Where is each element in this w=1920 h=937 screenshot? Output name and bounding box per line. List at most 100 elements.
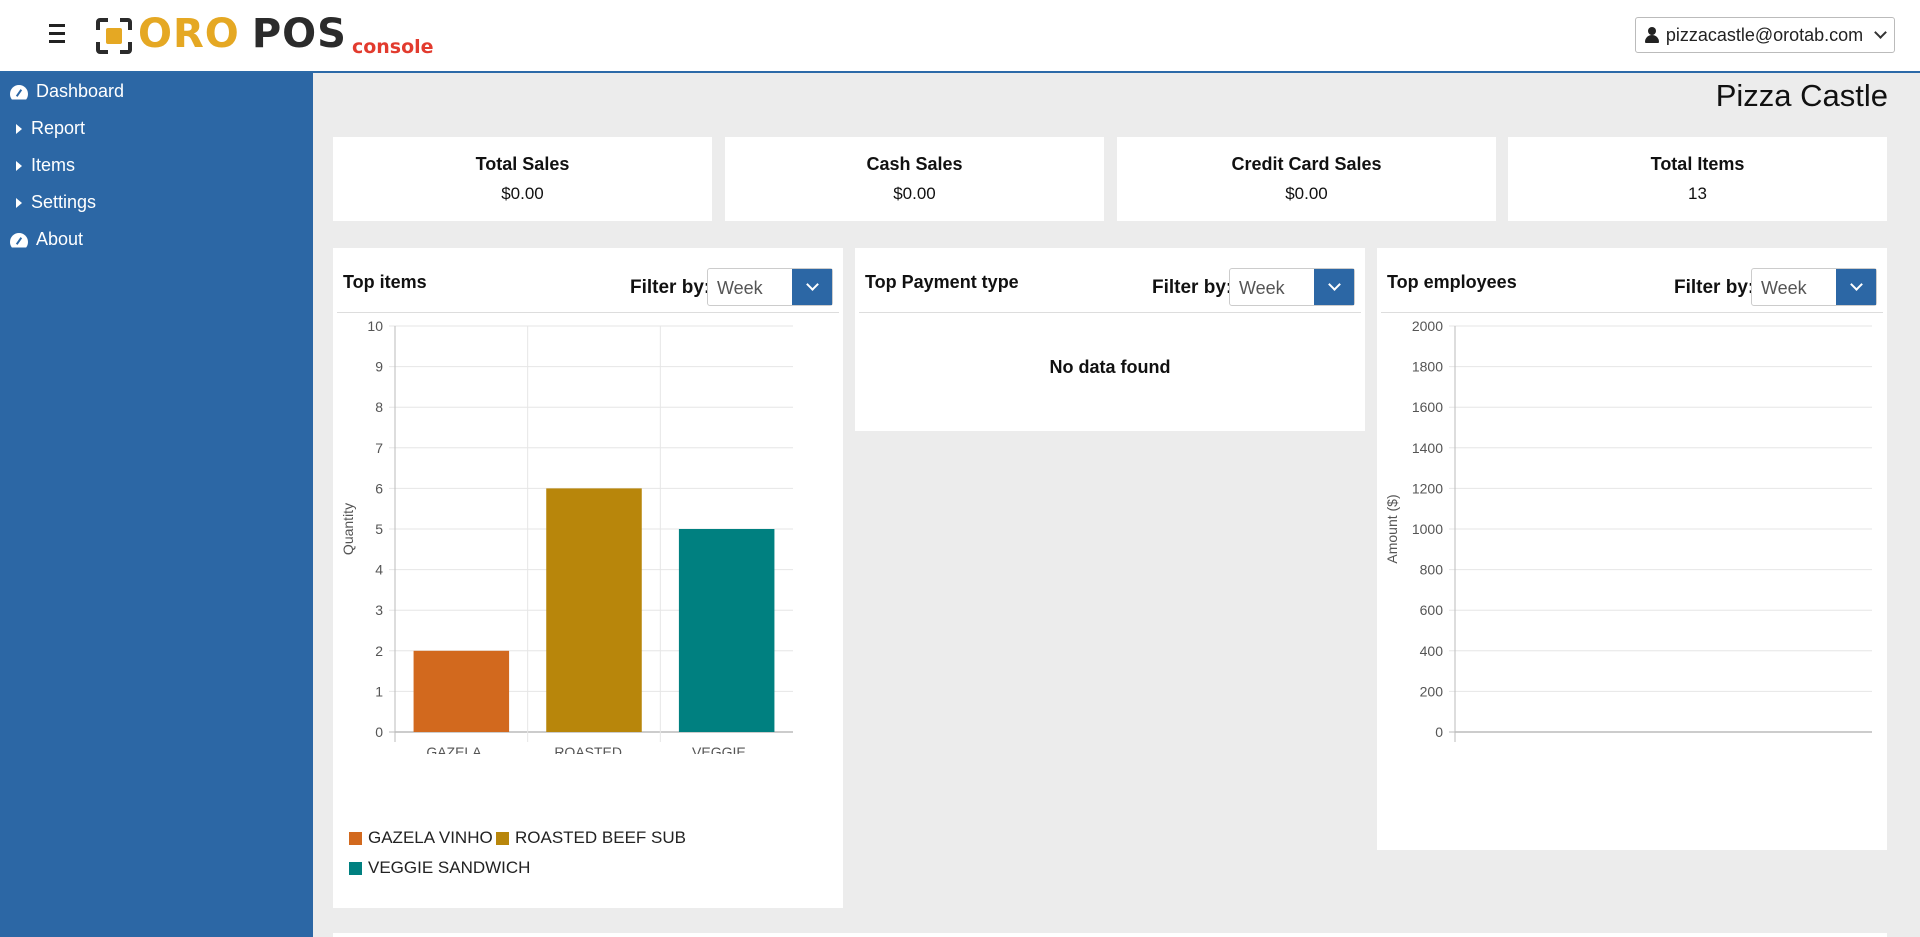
chevron-down-icon: [1874, 26, 1888, 39]
top-employees-panel: Top employees Filter by: Week 0 200 400 600…: [1377, 248, 1887, 850]
hamburger-menu-icon[interactable]: [44, 24, 70, 46]
caret-right-icon: [16, 123, 22, 134]
caret-right-icon: [16, 160, 22, 171]
sidebar: Dashboard Report Items Settings About: [0, 73, 313, 937]
user-icon: [1644, 27, 1659, 43]
panel-divider: [1381, 312, 1883, 313]
top-items-filter-select[interactable]: Week: [707, 268, 833, 306]
brand-name-part2: POS: [251, 11, 347, 57]
top-items-panel: Top items Filter by: Week 0 1 2 3 4 5 6 7 8 9 10 GA…: [333, 248, 843, 908]
filter-label: Filter by:: [1152, 277, 1233, 298]
stat-value: $0.00: [501, 184, 544, 203]
legend-label: VEGGIE SANDWICH: [368, 858, 531, 877]
y-tick-label: 1200: [1412, 480, 1443, 496]
stat-value: 13: [1688, 184, 1707, 203]
sidebar-item-dashboard[interactable]: Dashboard: [0, 73, 313, 110]
legend-label: GAZELA VINHO: [368, 828, 493, 847]
y-tick-label: 2000: [1412, 318, 1443, 334]
y-tick-label: 1000: [1412, 521, 1443, 537]
brand-name-part1: ORO: [138, 11, 240, 57]
legend-swatch: [349, 861, 362, 875]
logo-mark-icon: [92, 14, 136, 58]
sidebar-item-label: About: [36, 229, 84, 249]
x-tick-label: VEGGIE ...: [692, 744, 761, 754]
stat-value: $0.00: [1285, 184, 1328, 203]
brand-logo[interactable]: ORO POS console: [92, 11, 434, 58]
user-email: pizzacastle@orotab.com: [1665, 24, 1864, 45]
bar: [413, 650, 510, 732]
panel-title: Top Payment type: [865, 272, 1019, 292]
filter-value: Week: [1239, 278, 1285, 298]
y-tick-label: 6: [375, 480, 383, 496]
y-tick-label: 600: [1420, 602, 1444, 618]
legend-item[interactable]: ROASTED BEEF SUB: [496, 828, 686, 848]
top-employees-chart: 0200400600800100012001400160018002000Ser…: [1384, 318, 1872, 742]
chevron-down-icon[interactable]: [792, 269, 832, 305]
top-employees-filter-select[interactable]: Week: [1751, 268, 1877, 306]
y-tick-label: 1400: [1412, 440, 1443, 456]
y-tick-label: 4: [375, 562, 383, 578]
y-axis-title: Quantity: [340, 503, 356, 555]
sidebar-item-settings[interactable]: Settings: [0, 184, 313, 221]
panel-title: Top items: [343, 272, 427, 292]
y-tick-label: 1800: [1412, 359, 1443, 375]
y-axis-title: Amount ($): [1384, 494, 1400, 563]
x-tick-label: ROASTED...: [554, 744, 633, 754]
bar: [546, 488, 642, 732]
y-tick-label: 8: [375, 399, 383, 415]
sidebar-item-label: Settings: [31, 192, 97, 212]
page-title: Pizza Castle: [1715, 78, 1888, 113]
stat-card-credit-card-sales: Credit Card Sales $0.00: [1117, 137, 1496, 221]
panel-divider: [859, 312, 1361, 313]
stat-label: Total Items: [1650, 154, 1745, 174]
y-tick-label: 1600: [1412, 399, 1443, 415]
stat-label: Cash Sales: [866, 154, 963, 174]
legend-swatch: [496, 831, 509, 845]
filter-label: Filter by:: [630, 277, 711, 298]
legend-swatch: [349, 831, 362, 845]
y-tick-label: 3: [375, 602, 383, 618]
y-tick-label: 800: [1420, 562, 1444, 578]
top-bar: ORO POS console pizzacastle@orotab.com: [0, 0, 1920, 73]
legend-label: ROASTED BEEF SUB: [515, 828, 686, 847]
y-tick-label: 0: [375, 724, 383, 740]
chevron-down-icon[interactable]: [1314, 269, 1354, 305]
chevron-down-icon[interactable]: [1836, 269, 1876, 305]
y-tick-label: 0: [1435, 724, 1443, 740]
panel-divider: [337, 312, 839, 313]
top-items-chart: 0 1 2 3 4 5 6 7 8 9 10 GAZELA ... ROASTED... VEGGIE .…: [340, 318, 793, 754]
dashboard-gauge-icon: [10, 84, 28, 100]
y-tick-label: 7: [375, 440, 383, 456]
legend-item[interactable]: GAZELA VINHO: [349, 828, 493, 848]
stat-label: Credit Card Sales: [1231, 154, 1382, 174]
user-menu-button[interactable]: pizzacastle@orotab.com: [1635, 17, 1895, 53]
y-tick-label: 5: [375, 521, 383, 537]
stat-card-total-items: Total Items 13: [1508, 137, 1887, 221]
legend-item[interactable]: VEGGIE SANDWICH: [349, 858, 530, 878]
top-payment-panel: Top Payment type Filter by: Week No data…: [855, 248, 1365, 431]
no-data-message: No data found: [1049, 357, 1171, 377]
filter-value: Week: [717, 278, 763, 298]
sidebar-item-label: Items: [31, 155, 76, 175]
sidebar-item-label: Report: [31, 118, 86, 138]
bar: [678, 529, 775, 732]
caret-right-icon: [16, 197, 22, 208]
next-panel-edge: [333, 933, 1887, 937]
panel-title: Top employees: [1387, 272, 1517, 292]
dashboard-gauge-icon: [10, 232, 28, 248]
sidebar-item-about[interactable]: About: [0, 221, 313, 258]
y-tick-label: 1: [375, 683, 383, 699]
stat-card-cash-sales: Cash Sales $0.00: [725, 137, 1104, 221]
brand-suffix: console: [351, 36, 434, 58]
sidebar-item-items[interactable]: Items: [0, 147, 313, 184]
x-tick-label: GAZELA ...: [426, 744, 496, 754]
y-tick-label: 400: [1420, 643, 1444, 659]
y-tick-label: 9: [375, 359, 383, 375]
y-tick-label: 200: [1420, 683, 1444, 699]
y-tick-label: 10: [367, 318, 383, 334]
top-payment-filter-select[interactable]: Week: [1229, 268, 1355, 306]
stat-value: $0.00: [893, 184, 936, 203]
sidebar-item-label: Dashboard: [36, 81, 125, 101]
sidebar-item-report[interactable]: Report: [0, 110, 313, 147]
y-tick-label: 2: [375, 643, 383, 659]
